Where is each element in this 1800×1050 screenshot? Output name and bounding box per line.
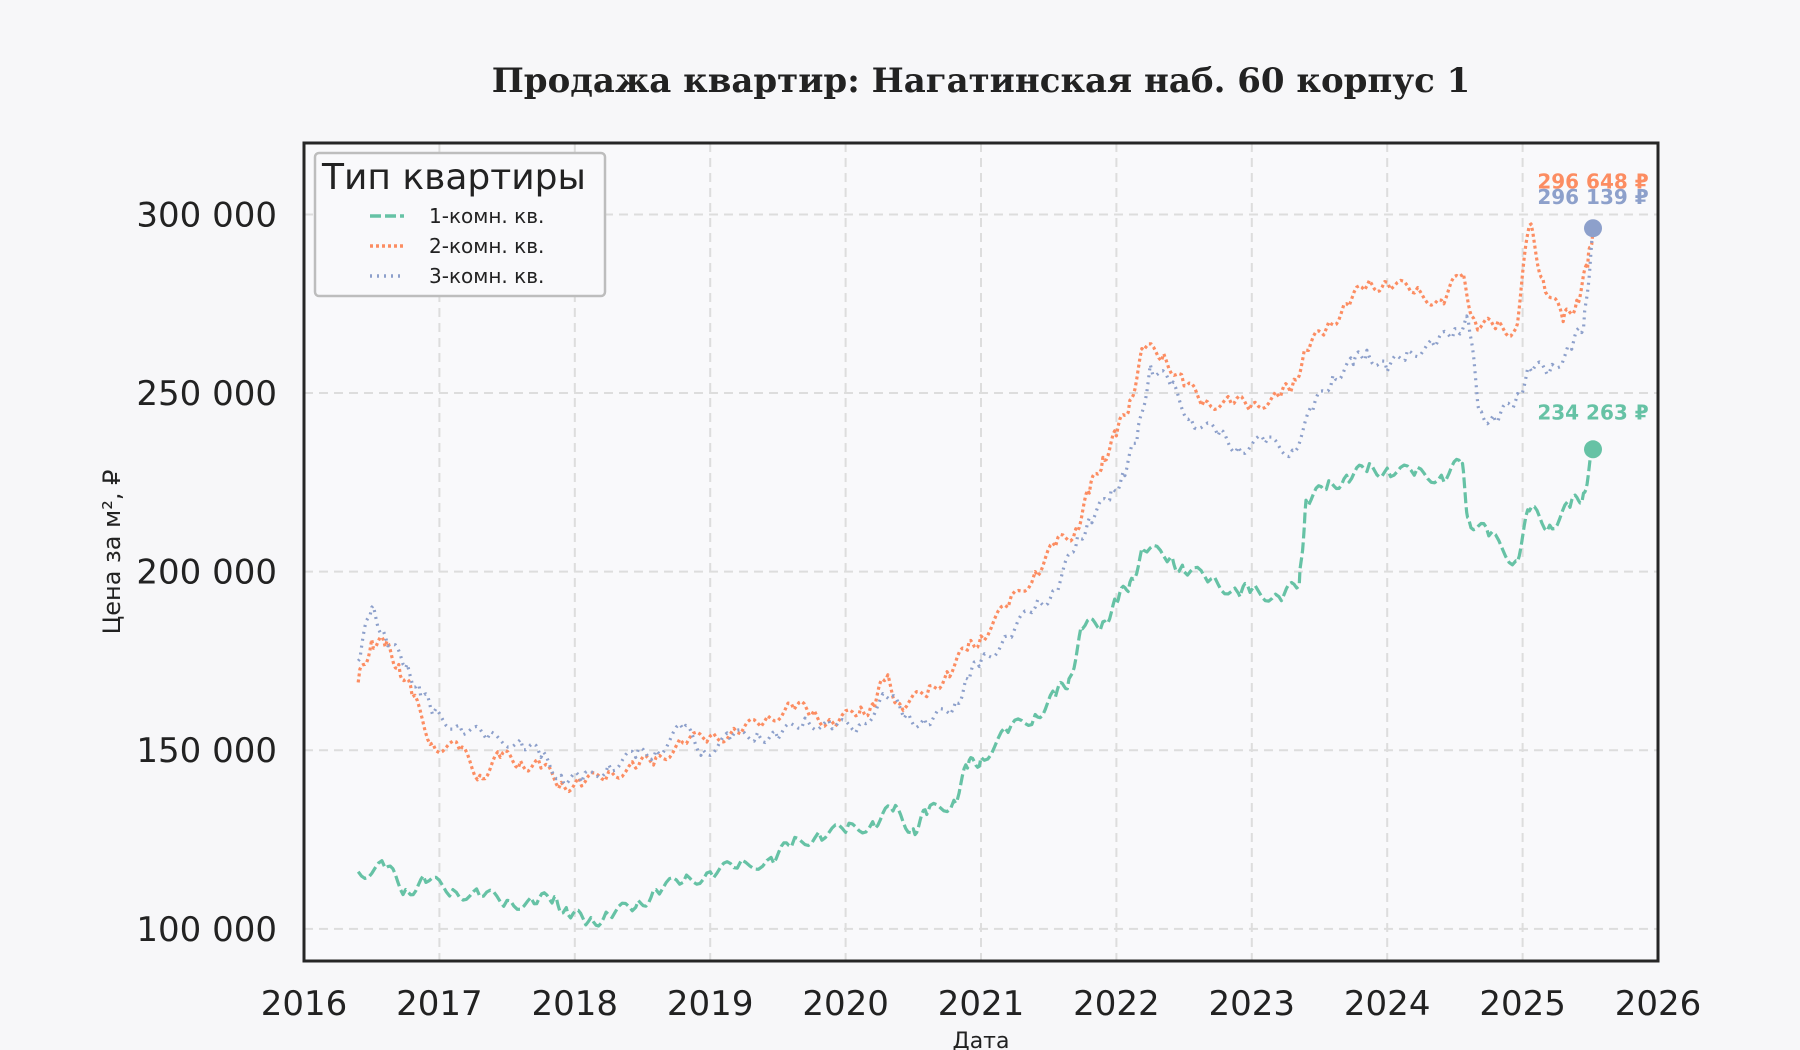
legend-title: Тип квартиры	[321, 157, 586, 198]
end-markers	[1584, 219, 1603, 459]
x-axis-label: Дата	[953, 1029, 1010, 1050]
legend-label-3: 3-комн. кв.	[429, 264, 544, 288]
x-tick-label: 2021	[938, 984, 1025, 1024]
legend-label-2: 2-комн. кв.	[429, 234, 544, 258]
tick-labels: 2016 2017 2018 2019 2020 2021 2022 2023 2024 2025…	[136, 195, 1701, 1024]
x-tick-label: 2022	[1073, 984, 1160, 1024]
x-tick-label: 2018	[532, 984, 619, 1024]
value-annotation: 296 139 ₽	[1537, 185, 1648, 209]
series-line-3	[356, 228, 1595, 786]
legend-label-1: 1-комн. кв.	[429, 204, 544, 228]
end-marker-1	[1584, 440, 1603, 459]
chart-title: Продажа квартир: Нагатинская наб. 60 кор…	[492, 61, 1471, 101]
x-tick-label: 2019	[667, 984, 754, 1024]
end-marker-3	[1584, 219, 1603, 238]
y-tick-label: 100 000	[136, 910, 277, 950]
x-tick-label: 2025	[1479, 984, 1566, 1024]
legend: Тип квартиры 1-комн. кв. 2-комн. кв. 3-к…	[313, 151, 607, 298]
y-tick-label: 150 000	[136, 731, 277, 771]
x-tick-label: 2020	[802, 984, 889, 1024]
value-annotation: 234 263 ₽	[1537, 400, 1648, 424]
x-tick-label: 2023	[1209, 984, 1296, 1024]
series-lines	[356, 222, 1595, 928]
series-line-1	[356, 445, 1595, 928]
y-tick-label: 200 000	[136, 553, 277, 593]
y-tick-label: 300 000	[136, 195, 277, 235]
plot-frame	[302, 141, 1660, 963]
annotations: 296 648 ₽296 139 ₽ 234 263 ₽	[1537, 169, 1648, 424]
legend-box	[313, 151, 607, 298]
value-annotation: 296 648 ₽	[1537, 169, 1648, 193]
y-tick-label: 250 000	[136, 374, 277, 414]
x-tick-label: 2017	[396, 984, 483, 1024]
x-tick-label: 2016	[261, 984, 348, 1024]
x-tick-label: 2024	[1344, 984, 1431, 1024]
x-tick-label: 2026	[1615, 984, 1702, 1024]
y-axis-label: Цена за м², ₽	[98, 470, 126, 635]
